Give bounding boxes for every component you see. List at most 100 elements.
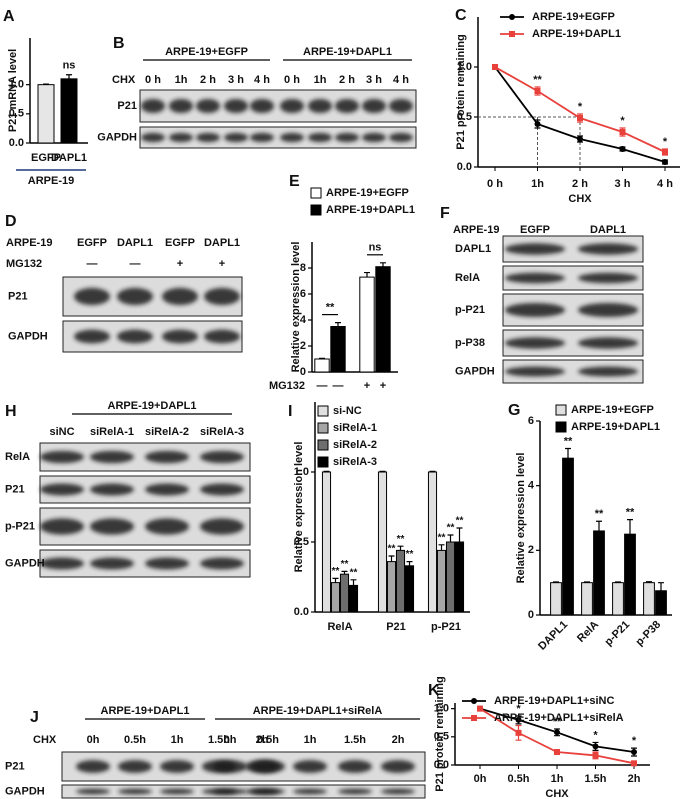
blot-band: [117, 287, 153, 306]
significance: **: [388, 544, 396, 555]
point: [534, 121, 541, 127]
blot-band: [196, 98, 220, 114]
lane-label: DAPL1: [117, 237, 153, 249]
blot-strip: [139, 126, 417, 149]
y-tick-label: 0.0: [457, 161, 472, 173]
panel-label: C: [455, 7, 467, 24]
point: [492, 64, 498, 70]
blot-band: [162, 287, 198, 306]
blot-band: [389, 98, 413, 114]
significance: *: [593, 729, 598, 741]
lane-label: —: [87, 258, 98, 270]
y-tick-label: 0.5: [294, 536, 309, 548]
blot-band: [76, 760, 110, 773]
lane-label: siNC: [49, 426, 74, 438]
x-tick-label: RelA: [327, 621, 352, 633]
legend-swatch: [310, 204, 322, 216]
y-tick-label: 8: [300, 262, 306, 274]
x-tick-label: —: [317, 380, 328, 392]
point: [631, 760, 637, 767]
significance: **: [406, 549, 414, 560]
blot-band: [160, 760, 194, 773]
panel-label: G: [508, 402, 520, 419]
blot-band: [145, 518, 189, 535]
legend-swatch: [317, 439, 329, 451]
blot-band: [578, 243, 638, 255]
error-bar: [584, 581, 590, 583]
y-tick-label: 4: [300, 314, 307, 326]
blot-band: [40, 557, 84, 570]
x-tick-label: —: [333, 380, 344, 392]
blot-band: [335, 132, 359, 143]
row-label: p-P38: [455, 337, 485, 349]
y-tick-label: 0.5: [9, 108, 24, 120]
blot-band: [362, 98, 386, 114]
bar: [454, 541, 465, 613]
blot-band: [141, 98, 165, 114]
blot-band: [362, 132, 386, 143]
panel-label: E: [289, 173, 300, 190]
blot-band: [213, 760, 247, 773]
lane-label: 2 h: [339, 74, 355, 86]
blot-band: [224, 132, 248, 143]
blot-band: [40, 518, 84, 535]
y-tick-label: 0.0: [9, 137, 24, 149]
bar: [436, 549, 447, 613]
x-tick-label: DAPL1: [51, 152, 87, 164]
significance: ns: [63, 60, 76, 72]
blot-band: [162, 329, 198, 344]
lane-label: 0 h: [284, 74, 300, 86]
blot-band: [118, 760, 152, 773]
legend-label: ARPE-19+DAPL1+siNC: [494, 695, 614, 707]
blot-band: [250, 132, 274, 143]
bar: [37, 84, 55, 144]
blot-band: [293, 760, 327, 773]
bar: [562, 457, 574, 616]
error-bar: [380, 262, 386, 267]
lane-label: 2h: [256, 734, 269, 746]
lane-label: siRelA-2: [145, 426, 189, 438]
point: [592, 752, 599, 759]
significance: **: [626, 507, 635, 519]
significance: **: [332, 566, 340, 577]
row-label: p-P21: [5, 520, 35, 532]
blot-band: [204, 329, 240, 344]
blot-band: [578, 366, 638, 377]
point: [515, 729, 522, 736]
condition-name: CHX: [112, 74, 136, 86]
blot-band: [118, 788, 152, 795]
y-axis-title: P21 protein remaining: [455, 34, 467, 150]
row-label: DAPL1: [455, 243, 491, 255]
error-bar: [379, 470, 386, 472]
row-label: GAPDH: [5, 785, 45, 797]
legend-label: siRelA-3: [333, 456, 377, 468]
bar: [359, 276, 375, 373]
row-label: GAPDH: [97, 131, 137, 143]
point: [631, 749, 637, 756]
error-bar: [406, 561, 413, 566]
blot-band: [505, 337, 565, 349]
error-bar: [332, 577, 339, 583]
panel-label: B: [113, 35, 125, 52]
significance: **: [438, 532, 446, 543]
lane-label: 1h: [314, 74, 327, 86]
row-label: GAPDH: [5, 557, 45, 569]
bar: [445, 541, 456, 613]
blot-band: [196, 132, 220, 143]
blot-band: [74, 287, 110, 306]
blot-band: [578, 302, 638, 318]
lane-label: 1h: [171, 734, 184, 746]
blot-band: [505, 366, 565, 377]
blot-band: [505, 243, 565, 255]
point: [515, 716, 522, 723]
row-label: P21: [117, 100, 137, 112]
legend-swatch: [555, 404, 567, 416]
x-tick-label: +: [380, 380, 386, 392]
significance: **: [533, 74, 542, 86]
panel-label: D: [5, 213, 17, 230]
significance: **: [326, 302, 335, 314]
legend-marker: [509, 14, 515, 20]
x-axis-title: MG132: [269, 380, 305, 392]
row-label: P21: [5, 483, 25, 495]
